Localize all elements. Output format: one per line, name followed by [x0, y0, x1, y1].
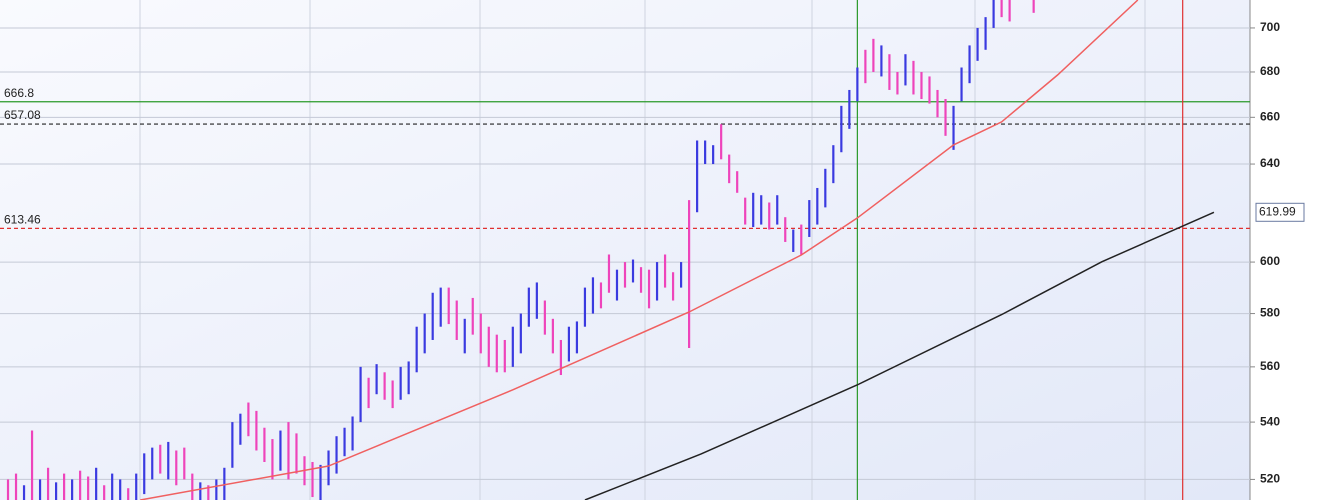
- last-value-box: [1255, 202, 1305, 222]
- y-tick-label: 680: [1260, 64, 1280, 78]
- y-tick-label: 580: [1260, 306, 1280, 320]
- moving-average: [584, 211, 1215, 500]
- level-label: 613.46: [4, 213, 41, 227]
- axis-panel: [1250, 0, 1320, 500]
- last-value-label: 619.99: [1259, 204, 1296, 218]
- y-tick-label: 660: [1260, 109, 1280, 123]
- level-label: 657.08: [4, 108, 41, 122]
- plot-background: [0, 0, 1250, 500]
- vertical-grid: [139, 0, 1146, 500]
- y-tick-label: 640: [1260, 156, 1280, 170]
- y-tick-label: 560: [1260, 359, 1280, 373]
- plot: [0, 0, 1250, 500]
- y-tick-label: 520: [1260, 472, 1280, 486]
- y-tick-label: 600: [1260, 254, 1280, 268]
- y-tick-label: 540: [1260, 414, 1280, 428]
- y-tick-label: 700: [1260, 20, 1280, 34]
- level-label: 666.8: [4, 86, 34, 100]
- y-axis: 520 540 560 580 600 640 660 680 700 619.99: [1250, 20, 1305, 486]
- moving-average: [140, 0, 1139, 500]
